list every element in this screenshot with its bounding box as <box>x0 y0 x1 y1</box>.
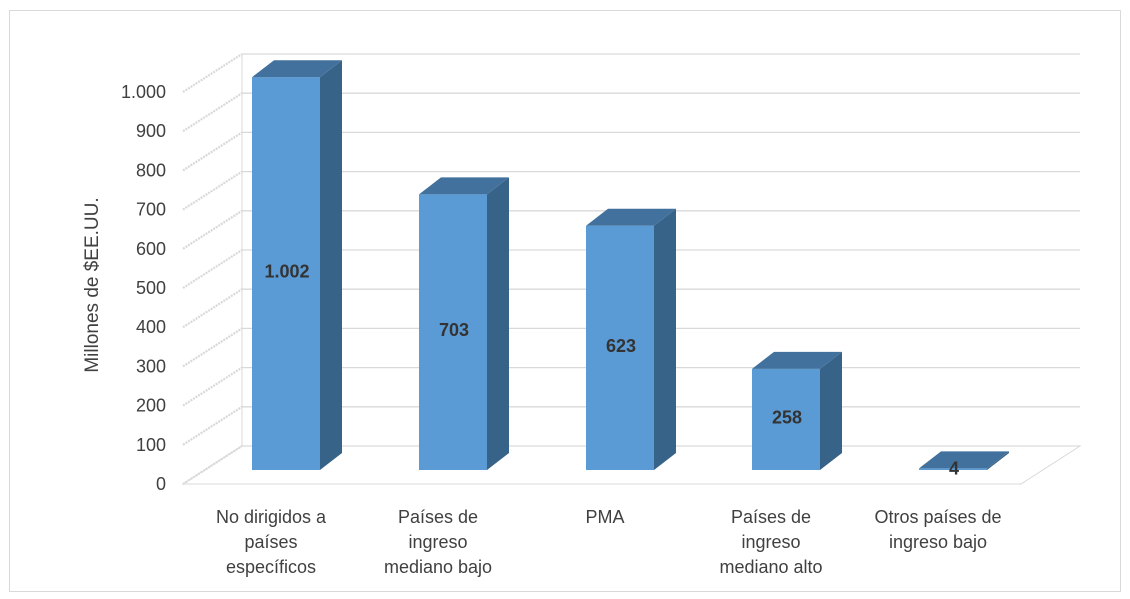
bar <box>252 60 342 470</box>
y-tick-label: 400 <box>136 317 166 337</box>
side-gridline <box>182 249 243 289</box>
y-tick-label: 200 <box>136 396 166 416</box>
chart-frame <box>9 10 1121 592</box>
x-category-label-line: Países de <box>398 507 478 527</box>
data-label: 623 <box>606 336 636 356</box>
bar-side <box>487 177 509 470</box>
x-category-label-line: ingreso <box>408 532 467 552</box>
data-label: 258 <box>772 407 802 427</box>
bar-front <box>419 194 487 470</box>
x-category-label-line: específicos <box>226 557 316 577</box>
bar-top <box>919 451 1009 469</box>
x-category-label: Otros países de ingreso bajo <box>874 507 1001 552</box>
y-tick-label: 1.000 <box>121 82 166 102</box>
x-category-label: PMA <box>585 507 624 527</box>
y-tick-label: 700 <box>136 200 166 220</box>
bar <box>752 351 842 470</box>
y-tick-label: 600 <box>136 239 166 259</box>
x-category-label: Países de ingreso mediano bajo <box>384 507 492 577</box>
bar-side <box>320 60 342 470</box>
bar <box>419 177 509 470</box>
data-label: 1.002 <box>264 262 309 282</box>
bar-front <box>752 368 820 470</box>
side-gridline <box>182 327 243 368</box>
bar-top <box>252 60 342 78</box>
data-label: 4 <box>949 458 959 478</box>
y-axis-ticks: 0 100 200 300 400 500 600 700 800 900 1.000 <box>121 82 166 494</box>
x-category-label-line: países <box>244 532 297 552</box>
data-label: 703 <box>439 320 469 340</box>
x-category-label: Países de ingreso mediano alto <box>719 507 822 577</box>
side-gridline <box>182 170 243 211</box>
bar-top <box>419 177 509 195</box>
x-category-label-line: Países de <box>731 507 811 527</box>
x-category-label-line: Otros países de <box>874 507 1001 527</box>
side-gridline <box>182 445 243 485</box>
bar-front <box>252 77 320 470</box>
bar-top <box>752 351 842 369</box>
y-tick-label: 300 <box>136 356 166 376</box>
chart-side-wall <box>182 53 243 485</box>
bar <box>586 208 676 470</box>
chart-back-wall <box>181 53 1082 485</box>
side-gridline <box>182 53 243 93</box>
side-gridline <box>182 288 243 329</box>
side-gridline <box>182 131 243 172</box>
x-category-label-line: ingreso bajo <box>889 532 987 552</box>
x-category-label: No dirigidos a países específicos <box>216 507 327 577</box>
y-tick-label: 500 <box>136 278 166 298</box>
bar-front <box>919 468 987 470</box>
bar-side <box>820 351 842 470</box>
x-category-label-line: PMA <box>585 507 624 527</box>
x-category-label-line: mediano bajo <box>384 557 492 577</box>
bar-side <box>654 208 676 470</box>
x-category-label-line: No dirigidos a <box>216 507 327 527</box>
bar-top <box>586 208 676 226</box>
bars-group: 1.002 703 623 258 4 <box>252 60 1009 478</box>
x-category-label-line: ingreso <box>741 532 800 552</box>
side-gridline <box>182 405 243 446</box>
bar <box>919 451 1009 470</box>
y-tick-label: 100 <box>136 435 166 455</box>
bar-front <box>586 225 654 470</box>
side-gridline <box>182 366 243 407</box>
bar-side <box>987 451 1009 470</box>
y-tick-label: 0 <box>156 474 166 494</box>
side-gridline <box>182 209 243 250</box>
y-axis-title: Millones de $EE.UU. <box>82 197 103 372</box>
side-gridline <box>182 92 243 133</box>
y-tick-label: 900 <box>136 121 166 141</box>
y-tick-label: 800 <box>136 160 166 180</box>
x-axis-labels: No dirigidos a países específicos Países de… <box>216 507 1002 577</box>
x-category-label-line: mediano alto <box>719 557 822 577</box>
